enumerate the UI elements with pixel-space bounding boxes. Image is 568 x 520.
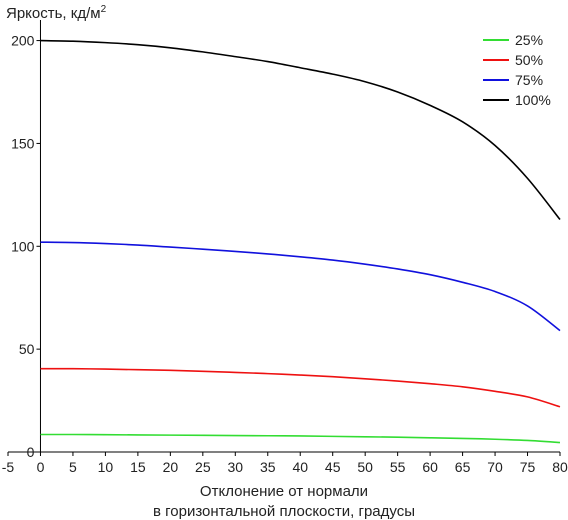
x-axis-title-line2: в горизонтальной плоскости, градусы [153, 503, 415, 520]
y-tick-label: 150 [11, 135, 35, 151]
x-tick-label: 25 [195, 459, 211, 475]
legend-label-75pct: 75% [515, 72, 543, 88]
axes-layer: -5 0 5 10 15 20 25 30 35 40 45 50 55 60 65 70 75 80 0 50 100… [2, 20, 568, 475]
x-tick-label: 65 [455, 459, 471, 475]
y-axis-title-main: Яркость, кд/м [6, 5, 101, 22]
x-tick-label: 30 [228, 459, 244, 475]
x-tick-label: 35 [260, 459, 276, 475]
series-line-75pct [40, 241, 561, 332]
y-tick-label: 0 [27, 444, 35, 460]
x-tick-label: 60 [422, 459, 438, 475]
x-axis-title-line1: Отклонение от нормали [200, 483, 368, 500]
y-axis-title-superscript: 2 [101, 4, 107, 15]
y-tick-label: 100 [11, 238, 35, 254]
x-tick-label: 45 [325, 459, 341, 475]
y-axis-title: Яркость, кд/м2 [6, 4, 107, 22]
x-tick-label: -5 [2, 459, 15, 475]
legend-label-50pct: 50% [515, 52, 543, 68]
series-layer [40, 39, 561, 444]
legend-label-25pct: 25% [515, 32, 543, 48]
x-tick-label: 55 [390, 459, 406, 475]
x-tick-label: 5 [69, 459, 77, 475]
x-tick-label: 50 [357, 459, 373, 475]
x-tick-label: 15 [130, 459, 146, 475]
y-tick-label: 200 [11, 33, 35, 49]
x-tick-label: 80 [552, 459, 568, 475]
x-tick-label: 70 [487, 459, 503, 475]
x-tick-label: 10 [98, 459, 114, 475]
x-tick-label: 75 [520, 459, 536, 475]
series-line-25pct [40, 433, 561, 444]
series-line-100pct [40, 39, 561, 221]
series-line-50pct [40, 367, 561, 408]
x-tick-label: 0 [37, 459, 45, 475]
legend-label-100pct: 100% [515, 92, 551, 108]
legend: 25% 50% 75% 100% [483, 32, 551, 108]
x-tick-label: 20 [163, 459, 179, 475]
y-tick-label: 50 [19, 341, 35, 357]
x-tick-label: 40 [292, 459, 308, 475]
